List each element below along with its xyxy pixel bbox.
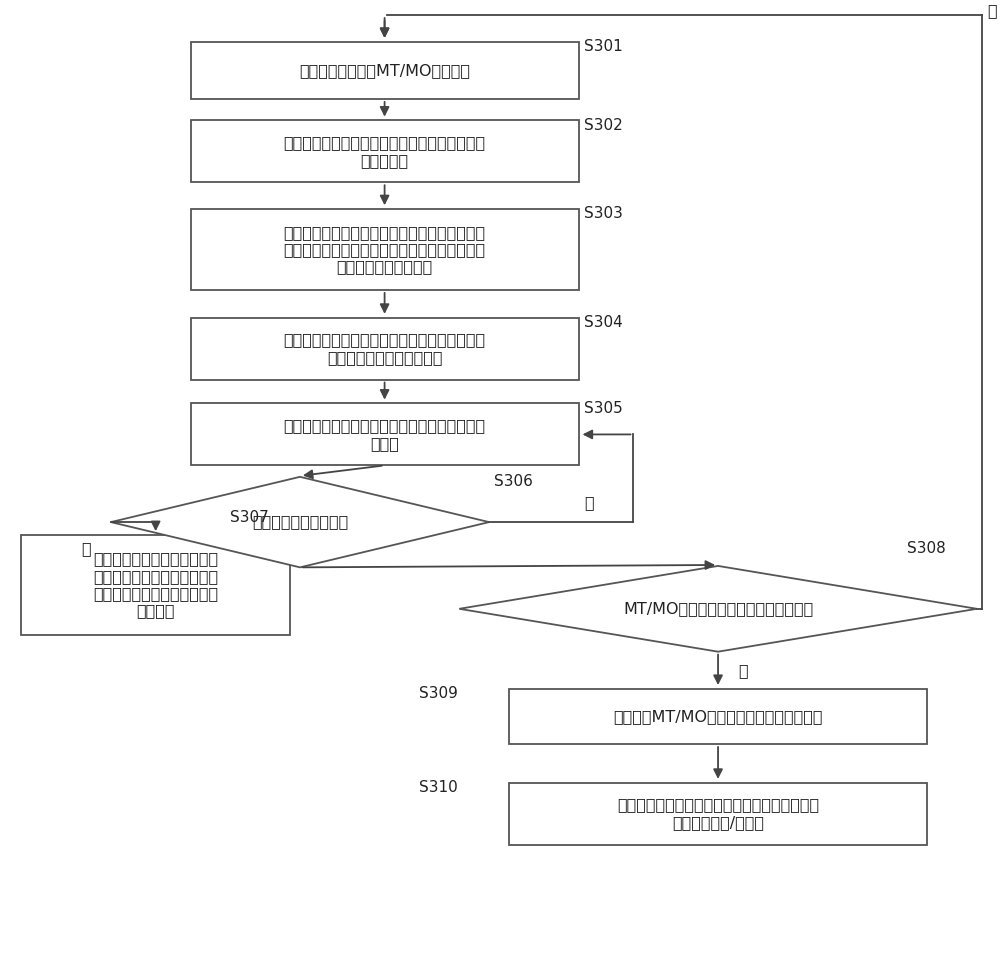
Text: 获取所述MT/MO呼叫失败的异常原因和日志: 获取所述MT/MO呼叫失败的异常原因和日志 — [613, 709, 823, 724]
Polygon shape — [111, 477, 489, 567]
Text: 将所述异常原因、所述当前的位置信息和日志上
报给网络侧和/或用户: 将所述异常原因、所述当前的位置信息和日志上 报给网络侧和/或用户 — [617, 797, 819, 830]
Text: 所述调制解调器关闭所述第一协议栈，以及从所
述调制解调器支持的多个协议栈中选择除所述第
一协议栈的第二协议栈: 所述调制解调器关闭所述第一协议栈，以及从所 述调制解调器支持的多个协议栈中选择除… — [284, 225, 486, 275]
Text: S308: S308 — [907, 541, 946, 557]
Text: 若网络注册成功，所述调制解调器记录当前的位
置信息: 若网络注册成功，所述调制解调器记录当前的位 置信息 — [284, 419, 486, 450]
FancyBboxPatch shape — [191, 318, 579, 379]
FancyBboxPatch shape — [509, 689, 927, 744]
FancyBboxPatch shape — [509, 783, 927, 845]
Text: 所述调制解调器获取所述调制解调器当前使用的
第一协议栈: 所述调制解调器获取所述调制解调器当前使用的 第一协议栈 — [284, 135, 486, 168]
Text: 是: 是 — [987, 3, 996, 18]
FancyBboxPatch shape — [191, 209, 579, 290]
Text: 所述调制解调器开启所述第二协议栈，并使用所
述第二协议栈进行网络注册: 所述调制解调器开启所述第二协议栈，并使用所 述第二协议栈进行网络注册 — [284, 332, 486, 365]
Text: 是: 是 — [81, 541, 91, 557]
Text: S301: S301 — [584, 39, 622, 54]
Text: MT/MO呼叫失败的异常原因是否已上报: MT/MO呼叫失败的异常原因是否已上报 — [623, 602, 813, 616]
Text: 否: 否 — [738, 663, 748, 678]
Text: 调制解调器检测到MT/MO呼叫失败: 调制解调器检测到MT/MO呼叫失败 — [299, 63, 470, 78]
Polygon shape — [459, 566, 977, 651]
Text: 否: 否 — [584, 495, 593, 511]
Text: S306: S306 — [494, 474, 533, 490]
Text: S310: S310 — [419, 780, 458, 795]
Text: S305: S305 — [584, 400, 622, 416]
FancyBboxPatch shape — [21, 535, 290, 635]
FancyBboxPatch shape — [191, 42, 579, 99]
Text: S304: S304 — [584, 315, 622, 330]
FancyBboxPatch shape — [191, 403, 579, 466]
Text: 位置信息是否发生变化: 位置信息是否发生变化 — [252, 514, 348, 530]
Text: S302: S302 — [584, 118, 622, 133]
Text: 所述调制解调器回复所述支持
的多个协议栈中的默认协议栈
或同时对所述调制解调器进行
复位操作: 所述调制解调器回复所述支持 的多个协议栈中的默认协议栈 或同时对所述调制解调器进… — [93, 552, 218, 619]
FancyBboxPatch shape — [191, 121, 579, 182]
Text: S307: S307 — [230, 511, 269, 525]
Text: S309: S309 — [419, 686, 458, 701]
Text: S303: S303 — [584, 206, 623, 221]
